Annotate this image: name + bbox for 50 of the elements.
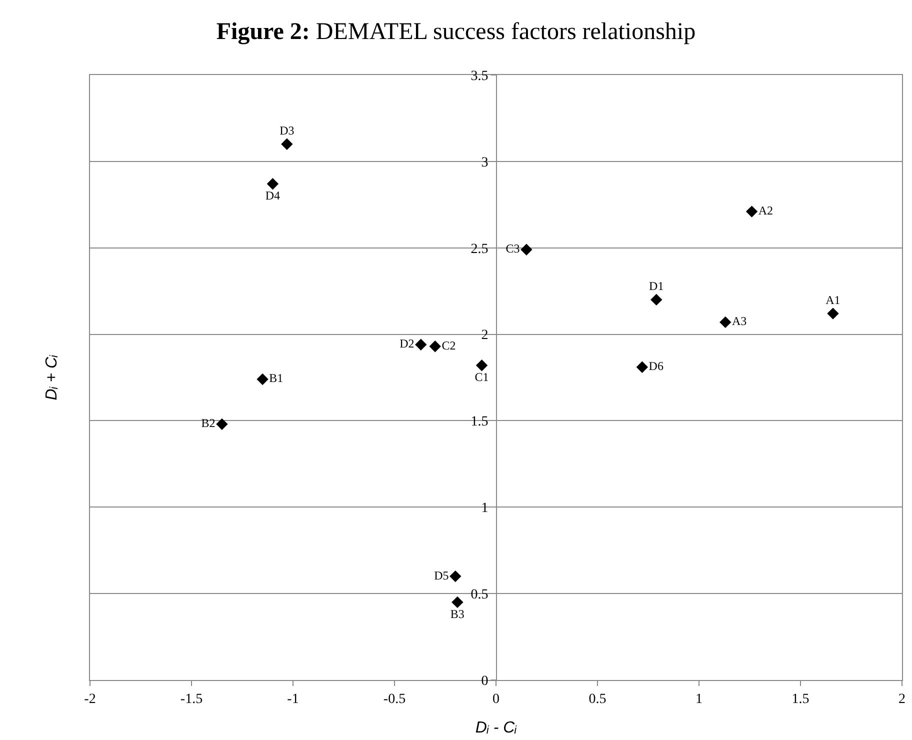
x-tick-label: 0.5 <box>588 692 606 707</box>
point <box>256 373 268 386</box>
data-label: D4 <box>265 188 280 203</box>
y-tick-label: 0.5 <box>470 587 488 602</box>
x-tick-label: 1 <box>696 692 702 707</box>
x-tick-label: -2 <box>84 692 96 707</box>
data-label: D6 <box>648 359 664 374</box>
point <box>476 360 488 372</box>
data-label: C3 <box>506 242 520 256</box>
y-tick-label: 3.5 <box>470 68 488 84</box>
x-tick-label: 2 <box>898 692 906 707</box>
data-label: D1 <box>649 279 664 294</box>
point <box>520 244 532 256</box>
point <box>216 418 228 430</box>
x-tick-label: -1 <box>287 692 299 707</box>
point <box>281 138 293 150</box>
data-label: D3 <box>280 124 294 138</box>
point <box>415 338 427 351</box>
data-label: A2 <box>758 204 774 218</box>
point <box>636 361 648 373</box>
point <box>827 308 839 320</box>
y-tick-label: 1 <box>481 501 488 516</box>
data-label: D5 <box>434 568 449 582</box>
y-tick-label: 2.5 <box>470 242 488 257</box>
x-tick-label: 0 <box>492 692 500 707</box>
data-label: D2 <box>400 336 414 351</box>
x-tick-label: 1.5 <box>792 692 810 707</box>
y-axis-title: Dᵢ + Cᵢ <box>43 354 60 400</box>
point <box>266 178 279 190</box>
point <box>452 596 464 608</box>
point <box>650 294 662 306</box>
y-tick-label: 3 <box>481 155 488 170</box>
point <box>746 206 758 218</box>
data-label: C1 <box>474 370 489 384</box>
point <box>429 340 441 352</box>
point <box>720 316 732 328</box>
data-label: C2 <box>442 338 456 352</box>
data-label: B2 <box>201 416 216 430</box>
data-label: A3 <box>732 314 747 328</box>
x-axis-title: Dᵢ - Cᵢ <box>475 720 518 736</box>
data-label: B3 <box>450 606 464 621</box>
chart-title: Figure 2: DEMATEL success factors relationship <box>216 19 696 45</box>
point <box>450 570 462 582</box>
x-tick-label: -0.5 <box>383 692 406 707</box>
x-tick-label: -1.5 <box>180 692 203 707</box>
data-label: A1 <box>826 292 840 307</box>
y-tick-label: 0 <box>481 674 488 689</box>
y-tick-label: 1.5 <box>470 414 488 430</box>
y-tick-label: 2 <box>481 328 488 344</box>
data-label: B1 <box>269 371 284 386</box>
